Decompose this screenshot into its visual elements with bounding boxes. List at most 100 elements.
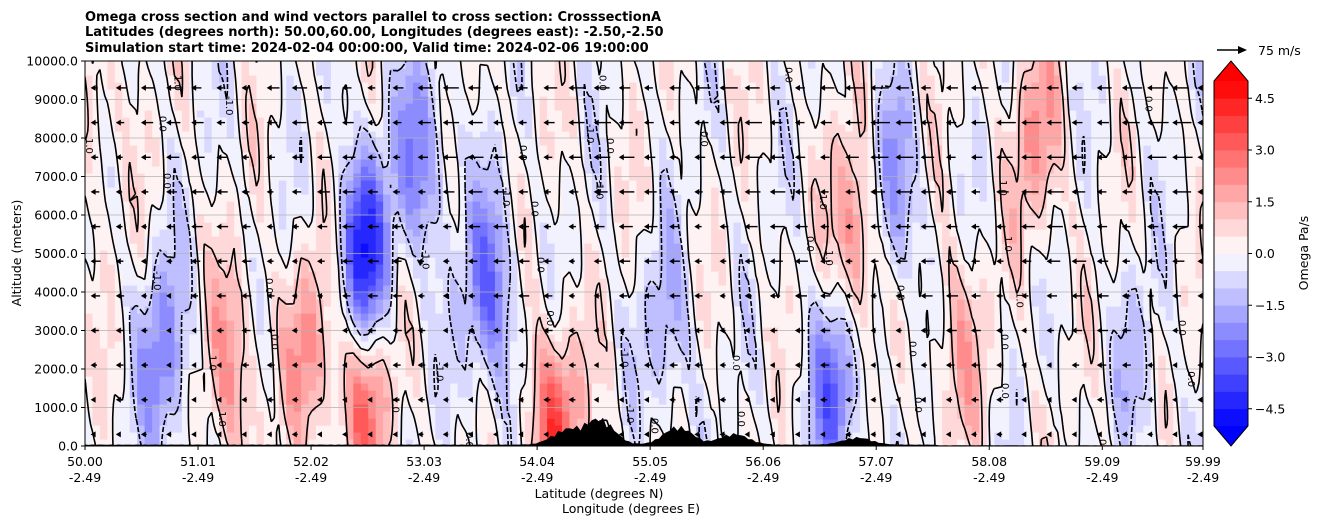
field-cell	[763, 278, 772, 286]
field-cell	[614, 285, 623, 293]
field-cell	[211, 348, 220, 356]
field-cell	[651, 411, 660, 419]
field-cell	[644, 264, 653, 272]
field-cell	[1001, 439, 1010, 446]
field-cell	[562, 355, 571, 363]
field-cell	[994, 341, 1003, 349]
field-cell	[1053, 313, 1062, 321]
field-cell	[815, 264, 824, 272]
field-cell	[1024, 425, 1033, 433]
field-cell	[1143, 334, 1152, 342]
field-cell	[494, 341, 503, 349]
field-cell	[733, 243, 742, 251]
field-cell	[830, 334, 839, 342]
field-cell	[1158, 383, 1167, 391]
field-cell	[591, 355, 600, 363]
field-cell	[524, 320, 533, 328]
field-cell	[897, 320, 906, 328]
field-cell	[308, 292, 317, 300]
field-cell	[934, 320, 943, 328]
field-cell	[114, 411, 123, 419]
field-cell	[1009, 362, 1018, 370]
field-cell	[189, 215, 198, 223]
field-cell	[1188, 271, 1197, 279]
field-cell	[822, 369, 831, 377]
field-cell	[852, 411, 861, 419]
field-cell	[621, 306, 630, 314]
field-cell	[226, 208, 235, 216]
field-cell	[934, 278, 943, 286]
field-cell	[375, 264, 384, 272]
field-cell	[129, 425, 138, 433]
field-cell	[211, 376, 220, 384]
field-cell	[942, 383, 951, 391]
field-cell	[837, 425, 846, 433]
field-cell	[1158, 292, 1167, 300]
field-cell	[1031, 222, 1040, 230]
field-cell	[465, 271, 474, 279]
field-cell	[137, 397, 146, 405]
field-cell	[740, 334, 749, 342]
field-cell	[353, 257, 362, 265]
field-cell	[1195, 390, 1203, 398]
field-cell	[353, 278, 362, 286]
field-cell	[658, 418, 667, 426]
field-cell	[532, 439, 541, 446]
field-cell	[383, 320, 392, 328]
field-cell	[1106, 292, 1115, 300]
field-cell	[345, 229, 354, 237]
field-cell	[919, 271, 928, 279]
field-cell	[703, 348, 712, 356]
field-cell	[219, 208, 228, 216]
field-cell	[427, 334, 436, 342]
field-cell	[1076, 320, 1085, 328]
field-cell	[867, 243, 876, 251]
field-cell	[241, 439, 250, 446]
field-cell	[286, 285, 295, 293]
field-cell	[718, 348, 727, 356]
field-cell	[629, 306, 638, 314]
field-cell	[1083, 376, 1092, 384]
field-cell	[1173, 215, 1182, 223]
field-cell	[733, 236, 742, 244]
field-cell	[472, 292, 481, 300]
field-cell	[1143, 313, 1152, 321]
field-cell	[219, 432, 228, 440]
field-cell	[345, 320, 354, 328]
field-cell	[979, 362, 988, 370]
field-cell	[196, 355, 205, 363]
field-cell	[629, 299, 638, 307]
field-cell	[793, 236, 802, 244]
field-cell	[696, 397, 705, 405]
field-cell	[778, 362, 787, 370]
field-cell	[644, 390, 653, 398]
field-cell	[204, 432, 213, 440]
field-cell	[1106, 418, 1115, 426]
field-cell	[875, 236, 884, 244]
field-cell	[606, 390, 615, 398]
field-cell	[226, 236, 235, 244]
field-cell	[1083, 271, 1092, 279]
field-cell	[703, 334, 712, 342]
field-cell	[1143, 341, 1152, 349]
field-cell	[696, 243, 705, 251]
field-cell	[778, 355, 787, 363]
field-cell	[368, 278, 377, 286]
field-cell	[457, 390, 466, 398]
field-cell	[1076, 425, 1085, 433]
field-cell	[614, 418, 623, 426]
field-cell	[807, 334, 817, 342]
field-cell	[174, 271, 183, 279]
field-cell	[330, 362, 340, 370]
field-cell	[1150, 313, 1159, 321]
field-cell	[763, 222, 772, 230]
field-cell	[248, 439, 258, 446]
field-cell	[755, 278, 764, 286]
field-cell	[651, 271, 660, 279]
field-cell	[241, 355, 250, 363]
field-cell	[591, 376, 600, 384]
field-cell	[770, 299, 779, 307]
field-cell	[457, 334, 466, 342]
field-cell	[204, 306, 213, 314]
field-cell	[1061, 425, 1070, 433]
